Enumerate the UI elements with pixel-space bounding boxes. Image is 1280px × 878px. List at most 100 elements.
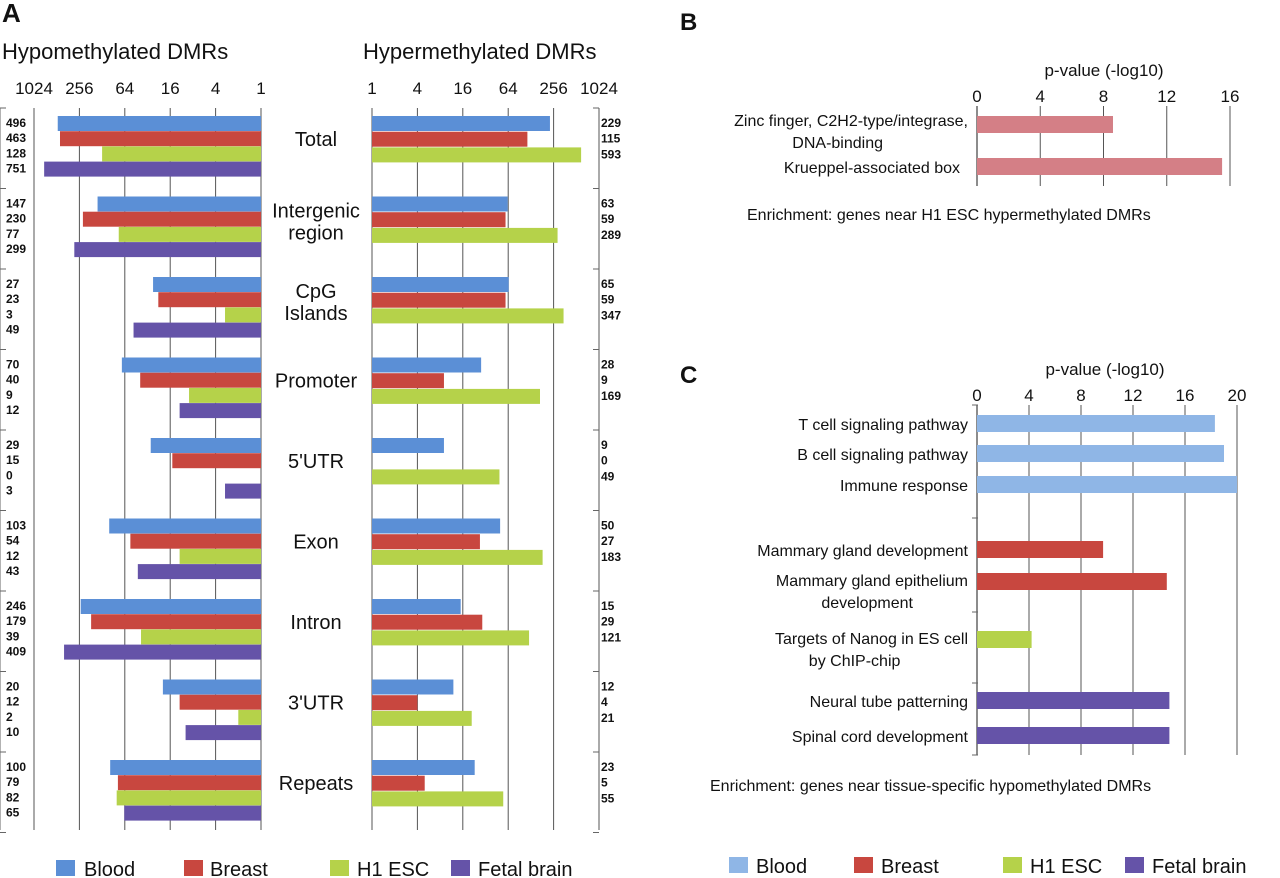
value-label-hyper: 183 — [601, 550, 621, 564]
bar-hypo — [189, 387, 261, 403]
bar-hyper — [372, 710, 472, 726]
panel-c-caption: Enrichment: genes near tissue-specific h… — [710, 778, 1151, 795]
value-label-hyper: 9 — [601, 438, 608, 452]
value-label-hypo: 39 — [6, 629, 20, 643]
panel-c-tick-label: 16 — [1176, 386, 1195, 405]
panel-c-tick-label: 0 — [972, 386, 981, 405]
value-label-hypo: 230 — [6, 212, 26, 226]
bar-hypo — [141, 629, 261, 645]
panel-c-bar-label: Targets of Nanog in ES cell — [775, 631, 968, 648]
value-label-hyper: 63 — [601, 197, 615, 211]
legend-c: Blood Breast H1 ESC Fetal brain — [729, 856, 1247, 878]
panel-c-bar-label: Immune response — [840, 478, 968, 495]
value-label-hyper: 29 — [601, 615, 615, 629]
bar-hypo — [110, 760, 261, 775]
legend-c-breast: Breast — [881, 856, 939, 878]
tick-label-hyper: 64 — [499, 79, 518, 98]
value-label-hypo: 751 — [6, 162, 26, 176]
value-label-hypo: 463 — [6, 131, 26, 145]
value-label-hyper: 121 — [601, 630, 621, 644]
legend-a-breast: Breast — [210, 859, 268, 878]
bar-hypo — [225, 307, 261, 323]
tick-label-hypo: 256 — [65, 79, 93, 98]
bar-hypo — [137, 564, 261, 580]
legend-c-swatch-breast — [854, 857, 873, 873]
value-label-hypo: 103 — [6, 519, 26, 533]
legend-a-swatch-breast — [184, 860, 203, 876]
bar-hyper — [372, 760, 475, 775]
panel-b-bar-label: Krueppel-associated box — [784, 160, 960, 177]
value-label-hypo: 15 — [6, 453, 20, 467]
bar-hyper — [372, 292, 506, 308]
value-label-hypo: 77 — [6, 227, 20, 241]
bar-hyper — [372, 357, 482, 373]
value-label-hyper: 229 — [601, 116, 621, 130]
category-label: Islands — [284, 303, 347, 325]
panel-c-tick-label: 12 — [1124, 386, 1143, 405]
bar-hyper — [372, 277, 509, 292]
bar-hypo — [102, 146, 261, 162]
category-label: Promoter — [275, 371, 358, 393]
tick-label-hypo: 16 — [161, 79, 180, 98]
value-label-hyper: 4 — [601, 695, 608, 709]
value-label-hyper: 5 — [601, 776, 608, 790]
bar-hypo — [179, 548, 261, 564]
value-label-hypo: 246 — [6, 599, 26, 613]
panel-b-tick-label: 0 — [972, 87, 981, 106]
tick-label-hyper: 1 — [367, 79, 376, 98]
bar-hypo — [80, 599, 261, 614]
value-label-hyper: 0 — [601, 454, 608, 468]
category-label: CpG — [295, 281, 336, 303]
value-label-hypo: 12 — [6, 403, 20, 417]
bar-hypo — [225, 483, 261, 499]
category-label: Repeats — [279, 773, 354, 795]
bar-hyper — [372, 469, 500, 485]
bar-hypo — [121, 357, 262, 373]
legend-a-h1esc: H1 ESC — [357, 859, 429, 878]
bar-hypo — [82, 211, 261, 227]
value-label-hypo: 2 — [6, 710, 13, 724]
legend-a-swatch-blood — [56, 860, 75, 876]
value-label-hyper: 49 — [601, 469, 615, 483]
panel-c-bar — [977, 476, 1237, 493]
panel-c-bar-label: development — [821, 595, 913, 612]
bar-hypo — [153, 277, 261, 292]
panel-c-bar — [977, 541, 1104, 558]
value-label-hypo: 54 — [6, 534, 20, 548]
value-label-hyper: 593 — [601, 147, 621, 161]
legend-a-swatch-h1esc — [330, 860, 349, 876]
bar-hypo — [158, 292, 261, 308]
legend-c-swatch-fetal-brain — [1125, 857, 1144, 873]
panel-b-xlabel: p-value (-log10) — [1044, 61, 1163, 80]
bar-hypo — [57, 116, 261, 131]
bar-hyper — [372, 599, 461, 614]
panel-c-bar-label: T cell signaling pathway — [798, 417, 968, 434]
panel-c-bar — [977, 573, 1167, 590]
bar-hyper — [372, 388, 540, 404]
panel-b-bar — [977, 158, 1223, 175]
legend-a-swatch-fetal-brain — [451, 860, 470, 876]
panel-c-bar-label: Mammary gland development — [757, 543, 968, 560]
bar-hypo — [130, 533, 261, 549]
value-label-hyper: 28 — [601, 358, 615, 372]
bar-hypo — [97, 196, 261, 212]
panel-label-c: C — [680, 362, 697, 389]
tick-label-hyper: 16 — [453, 79, 472, 98]
panel-label-b: B — [680, 9, 697, 36]
panel-c-chart: p-value (-log10) 0 4 8 12 16 20 T cell signalin… — [757, 360, 1246, 756]
tick-label-hypo: 4 — [211, 79, 220, 98]
bar-hyper — [372, 518, 501, 534]
value-label-hyper: 9 — [601, 373, 608, 387]
value-label-hyper: 169 — [601, 389, 621, 403]
value-label-hypo: 65 — [6, 806, 20, 820]
panel-b-chart: p-value (-log10) 0 4 8 12 16 Zinc finger, C2H2… — [734, 61, 1239, 186]
value-label-hypo: 12 — [6, 549, 20, 563]
tick-label-hypo: 64 — [115, 79, 134, 98]
value-label-hypo: 43 — [6, 564, 20, 578]
panel-b-bar-label: DNA-binding — [792, 135, 883, 152]
bar-hyper — [372, 147, 582, 163]
bar-hypo — [238, 709, 261, 725]
hyper-title: Hypermethylated DMRs — [363, 39, 597, 64]
value-label-hypo: 100 — [6, 760, 26, 774]
